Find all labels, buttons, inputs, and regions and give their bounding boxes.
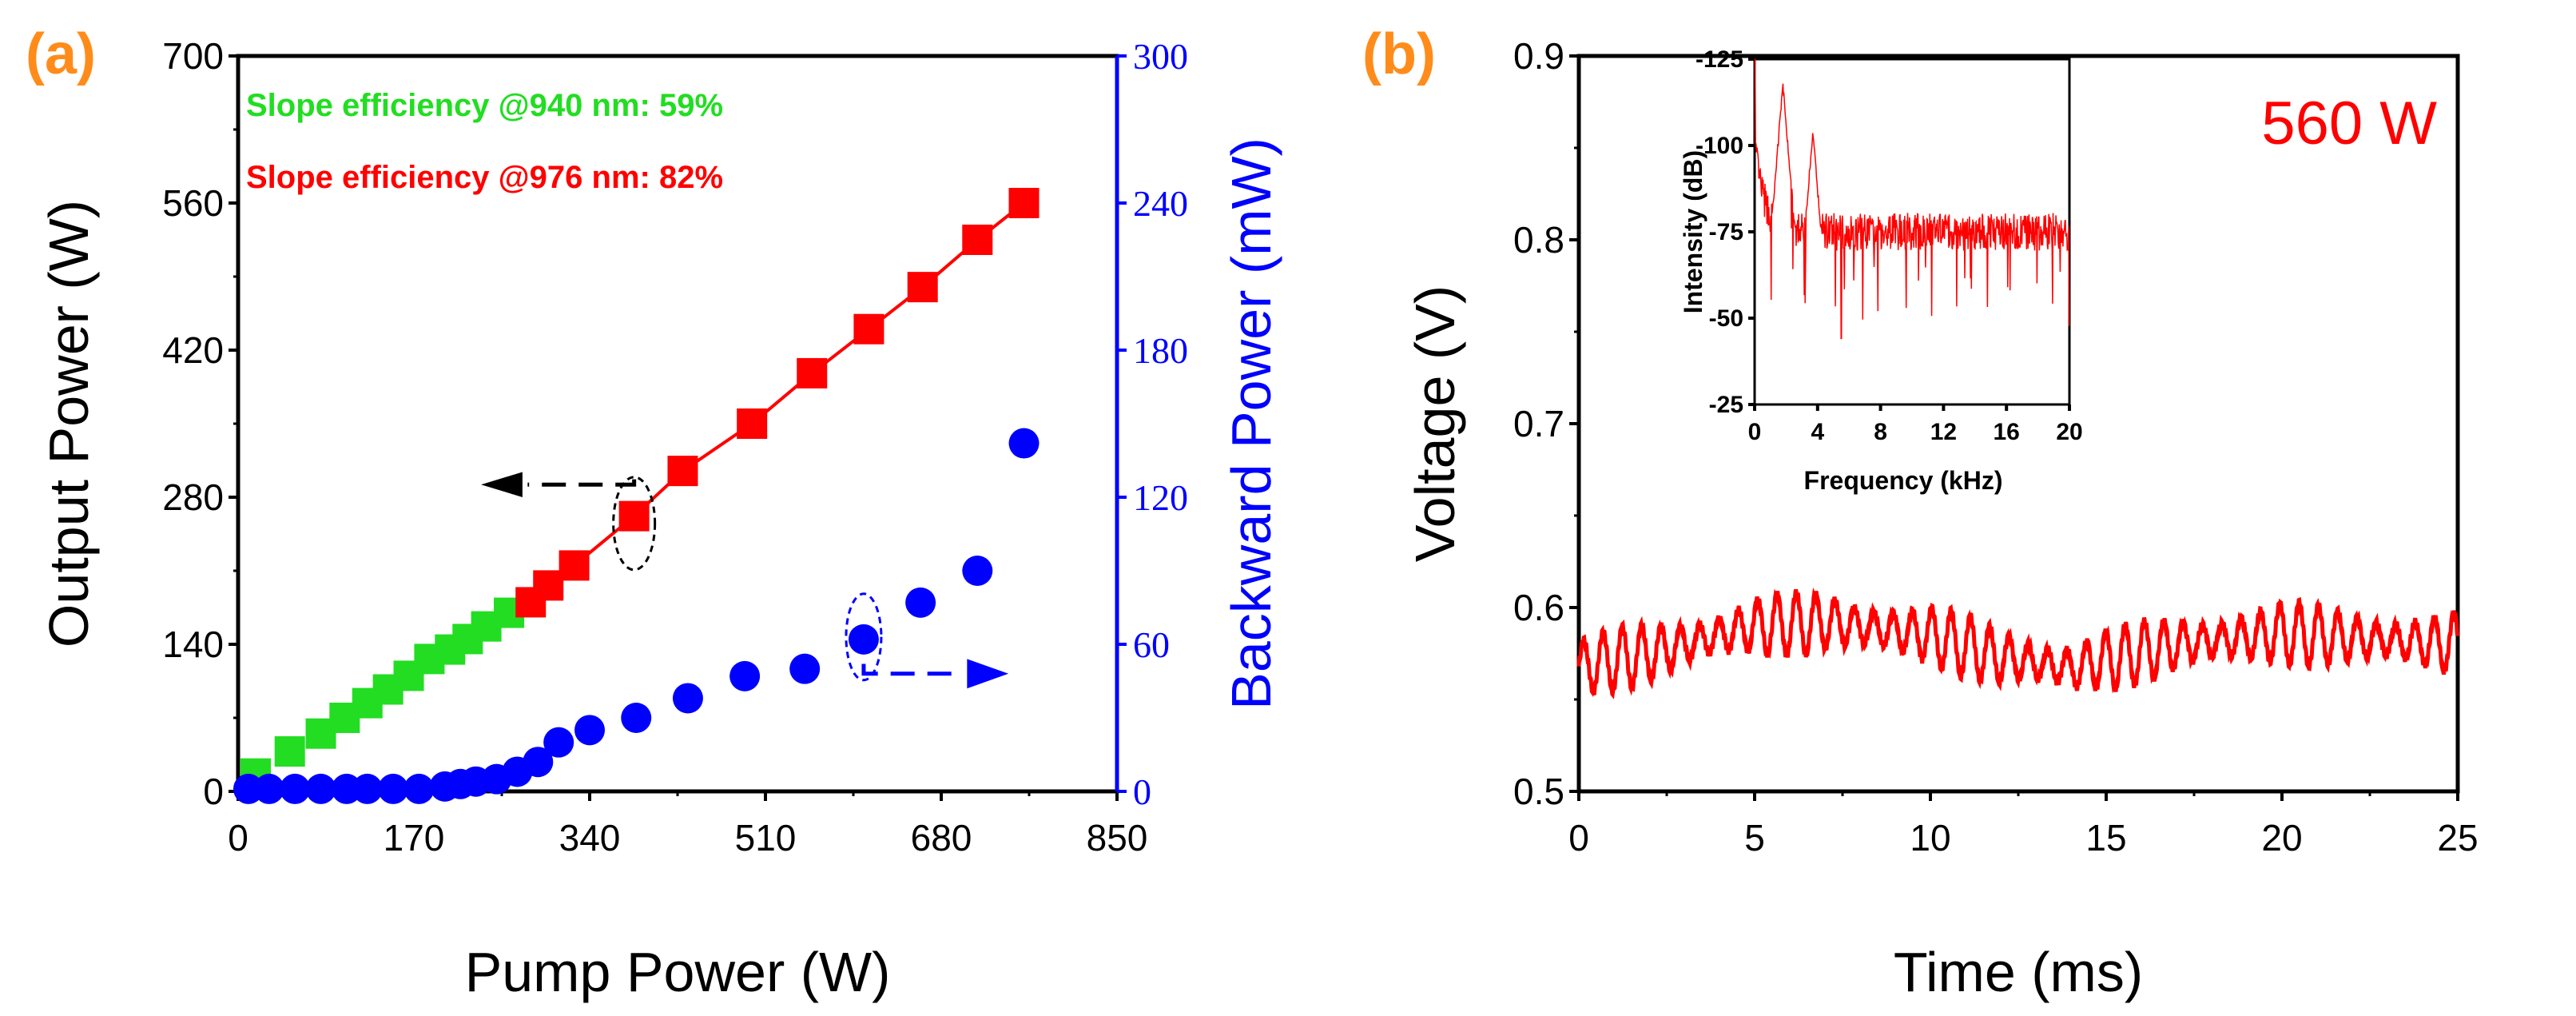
inset-x-axis-title: Frequency (kHz) bbox=[1804, 466, 2003, 495]
panel-b: (b) Time (ms) Voltage (V) 560 W Frequenc… bbox=[1362, 22, 2479, 1003]
annotation-560w: 560 W bbox=[2261, 90, 2437, 157]
b-y-tick-label: 0.8 bbox=[1513, 219, 1564, 261]
panel-label-b: (b) bbox=[1362, 22, 1436, 86]
b-x-tick-label: 10 bbox=[1910, 817, 1950, 859]
a-arrow-right-line bbox=[861, 663, 962, 676]
a-data-point-circle bbox=[672, 683, 703, 714]
a-data-point-circle bbox=[962, 556, 993, 586]
annotation-slope-976: Slope efficiency @976 nm: 82% bbox=[246, 160, 723, 195]
inset-x-tick-label: 4 bbox=[1811, 419, 1824, 445]
a-data-point-circle bbox=[543, 727, 574, 758]
a-data-point-square bbox=[853, 313, 885, 345]
b-y-tick-label: 0.7 bbox=[1513, 403, 1564, 444]
b-x-tick-label: 25 bbox=[2437, 817, 2478, 859]
a-y2-tick-label: 0 bbox=[1133, 771, 1151, 812]
inset-y-axis-title: Intensity (dB) bbox=[1679, 150, 1707, 313]
a-x-tick-label: 340 bbox=[559, 817, 621, 859]
a-data-point-circle bbox=[1008, 428, 1040, 459]
a-data-point-circle bbox=[905, 587, 936, 618]
a-data-point-square bbox=[797, 357, 828, 388]
a-data-point-circle bbox=[305, 773, 336, 804]
inset-x-tick-label: 16 bbox=[1994, 419, 2020, 445]
a-data-point-circle bbox=[352, 773, 383, 804]
a-data-point-circle bbox=[574, 715, 605, 746]
inset-x-tick-label: 12 bbox=[1930, 419, 1957, 445]
a-y-tick-label: 0 bbox=[203, 771, 224, 812]
a-data-point-square bbox=[559, 550, 590, 581]
a-data-point-circle bbox=[523, 747, 554, 778]
b-x-tick-label: 5 bbox=[1744, 817, 1765, 859]
a-y2-tick-label: 120 bbox=[1133, 477, 1188, 518]
a-dashed-ellipse-backward bbox=[845, 592, 883, 682]
a-data-point-square bbox=[667, 456, 698, 487]
b-y-tick-label: 0.6 bbox=[1513, 587, 1564, 628]
a-data-point-circle bbox=[848, 624, 879, 655]
a-y2-tick-label: 240 bbox=[1133, 183, 1188, 224]
x-axis-title-a: Pump Power (W) bbox=[465, 941, 891, 1003]
a-arrow-left-head bbox=[481, 472, 523, 497]
inset-x-tick-label: 0 bbox=[1748, 419, 1762, 445]
a-x-tick-label: 170 bbox=[384, 817, 445, 859]
panel-a: (a) Pump Power (W) Output Power (W) Back… bbox=[26, 22, 1282, 1003]
a-x-tick-label: 850 bbox=[1087, 817, 1148, 859]
a-data-point-circle bbox=[621, 703, 652, 733]
inset-y-tick-label: -125 bbox=[1695, 46, 1743, 73]
a-y-tick-label: 420 bbox=[162, 329, 224, 371]
a-data-point-circle bbox=[789, 653, 821, 684]
inset-y-tick-label: -50 bbox=[1709, 305, 1743, 332]
panel-label-a: (a) bbox=[26, 22, 96, 86]
inset-x-tick-label: 20 bbox=[2056, 419, 2082, 445]
a-data-point-square bbox=[737, 408, 768, 439]
y-axis-title-a: Output Power (W) bbox=[38, 200, 100, 647]
b-x-tick-label: 15 bbox=[2085, 817, 2126, 859]
a-y-tick-label: 560 bbox=[162, 182, 224, 224]
a-x-tick-label: 680 bbox=[911, 817, 972, 859]
a-x-tick-label: 0 bbox=[228, 817, 248, 859]
a-data-point-square bbox=[618, 500, 650, 532]
b-voltage-trace bbox=[1576, 587, 2460, 699]
b-y-tick-label: 0.5 bbox=[1513, 771, 1564, 812]
a-arrow-left-line bbox=[527, 479, 637, 487]
a-data-point-square bbox=[1008, 188, 1040, 218]
a-data-point-circle bbox=[729, 660, 761, 691]
a-x-tick-label: 510 bbox=[735, 817, 797, 859]
a-data-point-square bbox=[533, 570, 564, 601]
a-data-point-circle bbox=[253, 773, 284, 804]
b-x-tick-label: 0 bbox=[1568, 817, 1589, 859]
annotation-slope-940: Slope efficiency @940 nm: 59% bbox=[246, 88, 723, 123]
a-data-point-square bbox=[962, 225, 993, 255]
y2-axis-title-a: Backward Power (mW) bbox=[1220, 137, 1282, 710]
a-y-tick-label: 700 bbox=[162, 35, 224, 77]
a-series-line bbox=[529, 201, 1025, 604]
b-x-tick-label: 20 bbox=[2261, 817, 2302, 859]
inset-y-tick-label: -75 bbox=[1709, 219, 1743, 245]
inset-spectrum-trace bbox=[1754, 58, 2070, 340]
a-dashed-ellipse-output bbox=[612, 476, 657, 572]
a-data-point-circle bbox=[403, 773, 435, 804]
a-y2-tick-label: 180 bbox=[1133, 330, 1188, 371]
a-data-point-circle bbox=[280, 773, 311, 804]
a-y-tick-label: 280 bbox=[162, 476, 224, 518]
a-data-point-square bbox=[274, 736, 305, 767]
x-axis-title-b: Time (ms) bbox=[1894, 941, 2143, 1003]
inset-x-tick-label: 8 bbox=[1874, 419, 1887, 445]
a-data-point-square bbox=[907, 272, 938, 303]
a-y-tick-label: 140 bbox=[162, 624, 224, 665]
inset-y-tick-label: -25 bbox=[1709, 392, 1743, 418]
y-axis-title-b: Voltage (V) bbox=[1404, 285, 1466, 562]
a-arrow-right-head bbox=[967, 659, 1009, 689]
a-data-point-circle bbox=[378, 773, 409, 804]
inset-y-tick-label: -100 bbox=[1695, 133, 1743, 159]
a-y2-tick-label: 60 bbox=[1133, 624, 1170, 665]
a-y2-tick-label: 300 bbox=[1133, 36, 1188, 77]
b-y-tick-label: 0.9 bbox=[1513, 35, 1564, 77]
